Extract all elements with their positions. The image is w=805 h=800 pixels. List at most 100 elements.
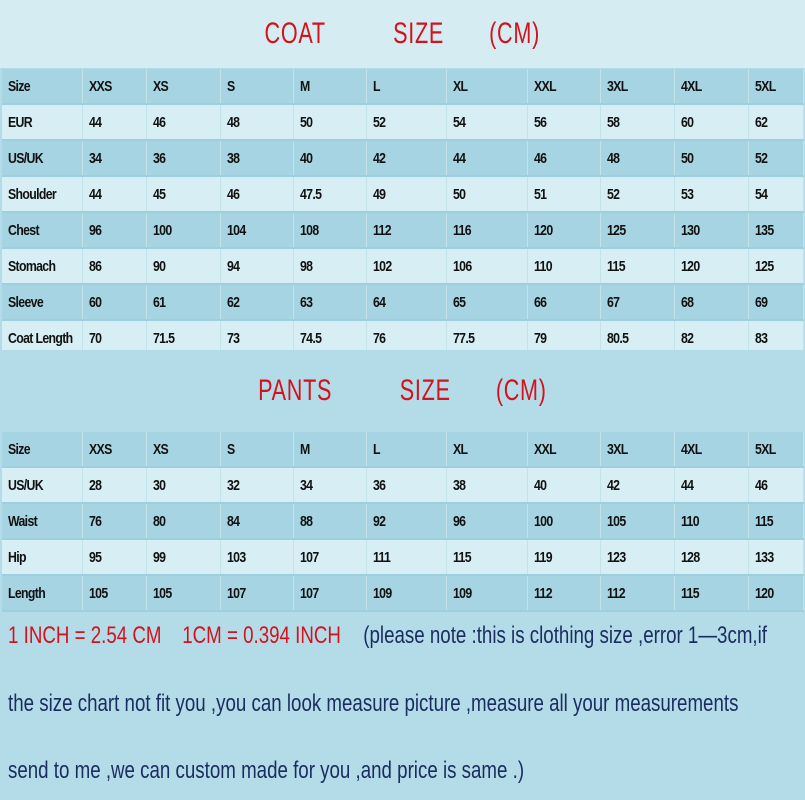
cell-text: 60 [680, 113, 694, 131]
cell-text: 105 [88, 584, 108, 602]
cell-text: Chest [8, 221, 40, 239]
table-cell: 94 [220, 248, 294, 285]
cell-text: 66 [533, 293, 547, 311]
table-cell: 115 [446, 539, 528, 576]
cell-text: 100 [152, 221, 172, 239]
table-cell: 54 [446, 104, 528, 141]
cell-text: 50 [299, 113, 313, 131]
table-cell: M [293, 69, 367, 105]
table-cell: 123 [600, 539, 675, 576]
cell-text: 88 [299, 512, 313, 530]
cell-text: S [226, 77, 235, 95]
table-cell: 108 [293, 212, 367, 249]
table-cell: 116 [446, 212, 528, 249]
table-cell: 102 [366, 248, 447, 285]
cell-text: 112 [372, 221, 392, 239]
cell-text: 96 [88, 221, 102, 239]
cell-text: 54 [754, 185, 768, 203]
cell-text: 123 [606, 548, 626, 566]
cell-text: 110 [680, 512, 700, 530]
table-cell: 49 [366, 176, 447, 213]
table-row: Length 105 105 107 107 109 109 112 112 115 120 [2, 575, 804, 612]
cell-text: US/UK [8, 476, 44, 494]
cell-text: Size [8, 77, 31, 95]
cell-text: 73 [226, 329, 240, 347]
cell-text: 70 [88, 329, 102, 347]
table-cell: 107 [293, 575, 367, 612]
table-cell: 100 [527, 503, 601, 540]
cell-text: 30 [152, 476, 166, 494]
table-cell: 28 [82, 467, 147, 504]
table-cell: 98 [293, 248, 367, 285]
cell-text: Size [8, 440, 31, 458]
table-cell: 92 [366, 503, 447, 540]
cell-text: 5XL [754, 440, 776, 458]
table-cell: 36 [366, 467, 447, 504]
cell-text: 109 [372, 584, 392, 602]
table-cell: XXS [82, 432, 147, 468]
cell-text: 133 [754, 548, 774, 566]
table-cell: 47.5 [293, 176, 367, 213]
unit-conversion: 1 INCH = 2.54 CM 1CM = 0.394 INCH [8, 622, 341, 649]
table-cell: 112 [600, 575, 675, 612]
pants-size-title: PANTS SIZE (CM) [258, 374, 547, 407]
table-cell: 106 [446, 248, 528, 285]
cell-text: Coat Length [8, 329, 73, 347]
cell-text: 56 [533, 113, 547, 131]
table-cell: 61 [146, 284, 221, 321]
table-cell: 3XL [600, 432, 675, 468]
cell-text: 120 [533, 221, 553, 239]
table-cell: 48 [600, 140, 675, 177]
cell-text: 80 [152, 512, 166, 530]
table-header-row: Size XXS XS S M L XL XXL 3XL 4XL 5XL [2, 69, 804, 105]
table-row: Shoulder 44 45 46 47.5 49 50 51 52 53 54 [2, 176, 804, 213]
table-cell: 64 [366, 284, 447, 321]
cell-text: 83 [754, 329, 768, 347]
cell-text: 53 [680, 185, 694, 203]
table-row: Hip 95 99 103 107 111 115 119 123 128 133 [2, 539, 804, 576]
cell-text: 128 [680, 548, 700, 566]
table-cell: 96 [82, 212, 147, 249]
cell-text: 49 [372, 185, 386, 203]
table-cell: 115 [748, 503, 804, 540]
table-cell: XXL [527, 432, 601, 468]
cell-text: XL [452, 77, 468, 95]
coat-size-table: Size XXS XS S M L XL XXL 3XL 4XL 5XL EUR 44 46 48 50 52 5… [2, 69, 804, 357]
cell-text: Waist [8, 512, 38, 530]
pants-size-table: Size XXS XS S M L XL XXL 3XL 4XL 5XL US/UK 28 30 32 34 3… [2, 432, 804, 612]
table-cell: L [366, 69, 447, 105]
table-cell: 104 [220, 212, 294, 249]
cell-text: 62 [754, 113, 768, 131]
cell-text: 54 [452, 113, 466, 131]
row-label-cell: Stomach [2, 248, 83, 285]
table-cell: 95 [82, 539, 147, 576]
table-cell: 105 [146, 575, 221, 612]
table-cell: XL [446, 69, 528, 105]
cell-text: 115 [680, 584, 700, 602]
table-cell: 42 [600, 467, 675, 504]
cell-text: 44 [452, 149, 466, 167]
table-cell: 34 [82, 140, 147, 177]
cell-text: 109 [452, 584, 472, 602]
cell-text: Stomach [8, 257, 56, 275]
cell-text: XS [152, 440, 169, 458]
table-cell: 99 [146, 539, 221, 576]
table-cell: 4XL [674, 432, 749, 468]
cell-text: 77.5 [452, 329, 475, 347]
row-label-cell: Hip [2, 539, 83, 576]
cell-text: 4XL [680, 77, 702, 95]
cell-text: 48 [606, 149, 620, 167]
cell-text: 98 [299, 257, 313, 275]
cell-text: 76 [88, 512, 102, 530]
cell-text: 96 [452, 512, 466, 530]
table-cell: S [220, 69, 294, 105]
table-cell: 42 [366, 140, 447, 177]
cell-text: XXS [88, 77, 112, 95]
table-cell: 52 [600, 176, 675, 213]
table-row: Sleeve 60 61 62 63 64 65 66 67 68 69 [2, 284, 804, 321]
cell-text: 94 [226, 257, 240, 275]
table-cell: XS [146, 69, 221, 105]
cell-text: 46 [152, 113, 166, 131]
cell-text: 115 [606, 257, 626, 275]
table-cell: 100 [146, 212, 221, 249]
